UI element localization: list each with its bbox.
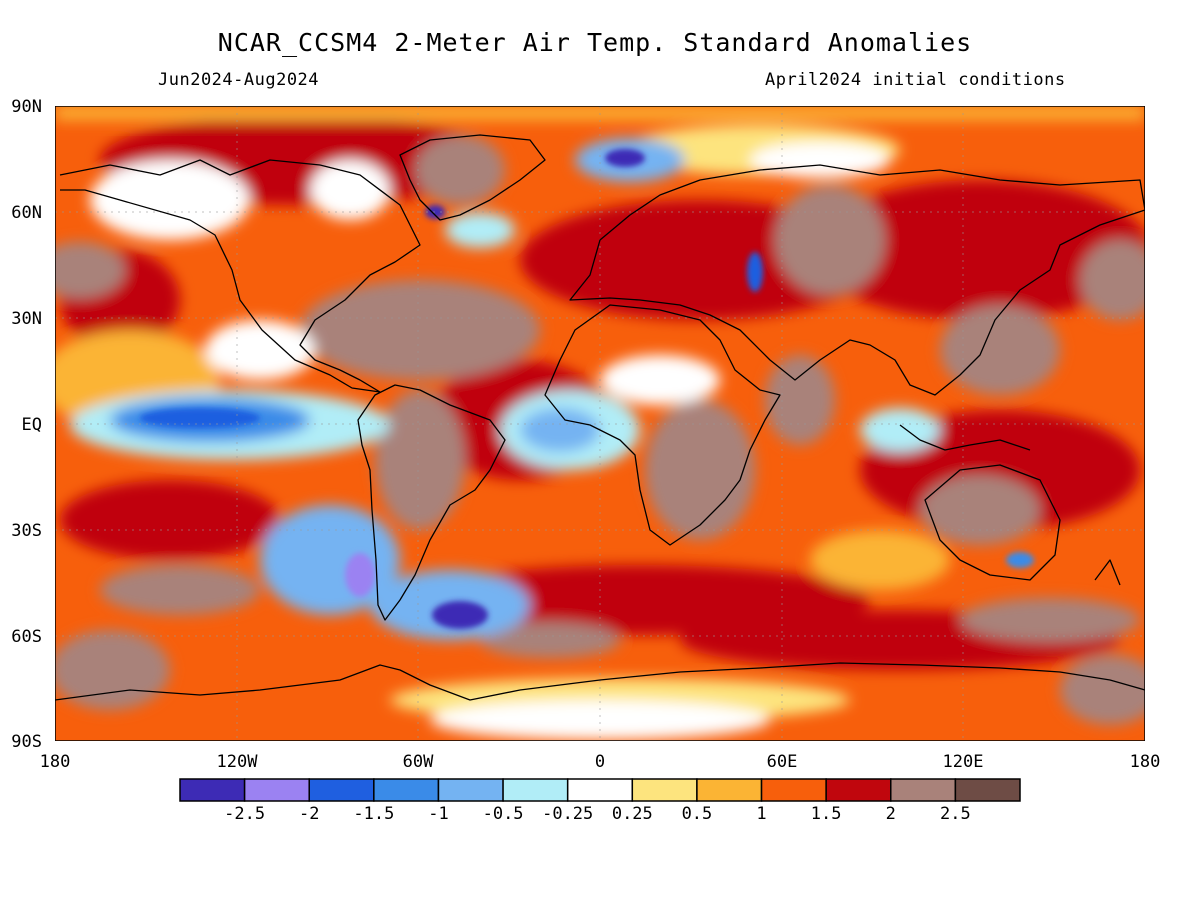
coastlines <box>55 134 1145 701</box>
legend-tick-label: 0.5 <box>682 804 713 824</box>
lat-label: 90S <box>11 732 42 752</box>
legend-swatch <box>437 778 504 802</box>
lat-label: 30N <box>11 309 42 329</box>
initial-conditions: April2024 initial conditions <box>765 70 1066 90</box>
legend-swatch <box>373 778 440 802</box>
legend-swatch <box>760 778 827 802</box>
lon-label: 120W <box>217 752 259 772</box>
legend-tick-label: -1 <box>428 804 448 824</box>
forecast-period: Jun2024-Aug2024 <box>158 70 320 90</box>
lon-label: 0 <box>595 752 605 772</box>
lat-label: 60N <box>11 203 42 223</box>
legend-tick-label: -0.25 <box>542 804 593 824</box>
legend-tick-label: -0.5 <box>483 804 524 824</box>
legend-tick-label: 1.5 <box>811 804 842 824</box>
lat-label: 30S <box>11 521 42 541</box>
graticule <box>55 106 1145 741</box>
legend-tick-label: 2.5 <box>940 804 971 824</box>
legend-swatch <box>502 778 569 802</box>
legend-tick-label: -2.5 <box>224 804 265 824</box>
legend-swatch <box>696 778 763 802</box>
legend-swatch <box>179 778 246 802</box>
lat-label: EQ <box>22 415 42 435</box>
legend-tick-label: 2 <box>886 804 896 824</box>
map-title: NCAR_CCSM4 2-Meter Air Temp. Standard An… <box>217 28 973 57</box>
legend-tick-label: -2 <box>299 804 319 824</box>
lon-label: 60W <box>403 752 434 772</box>
lat-label: 60S <box>11 627 42 647</box>
legend-tick-label: -1.5 <box>353 804 394 824</box>
lon-label: 120E <box>943 752 984 772</box>
legend-swatch <box>631 778 698 802</box>
lon-label: 180 <box>1130 752 1161 772</box>
legend-swatch <box>825 778 892 802</box>
lon-label: 60E <box>767 752 798 772</box>
anomaly-field <box>55 106 1145 741</box>
color-legend: -2.5 -2 -1.5 -1 -0.5 -0.25 0.25 0.5 1 1.5 2 2.5 <box>179 778 1021 824</box>
legend-tick-label: 0.25 <box>612 804 653 824</box>
legend-swatch <box>890 778 957 802</box>
lon-label: 180 <box>40 752 71 772</box>
legend-swatch <box>308 778 375 802</box>
lat-label: 90N <box>11 97 42 117</box>
legend-swatch <box>243 778 310 802</box>
legend-swatch <box>954 778 1021 802</box>
legend-tick-label: 1 <box>756 804 766 824</box>
legend-swatch <box>566 778 634 802</box>
